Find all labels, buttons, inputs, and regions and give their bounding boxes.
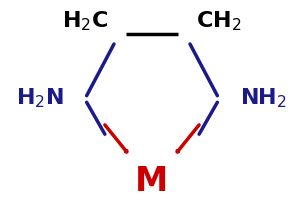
Text: NH$_2$: NH$_2$ (240, 86, 287, 110)
Text: H$_2$C: H$_2$C (62, 9, 108, 33)
Text: H$_2$N: H$_2$N (16, 86, 64, 110)
Text: M: M (135, 165, 169, 198)
Text: CH$_2$: CH$_2$ (196, 9, 241, 33)
